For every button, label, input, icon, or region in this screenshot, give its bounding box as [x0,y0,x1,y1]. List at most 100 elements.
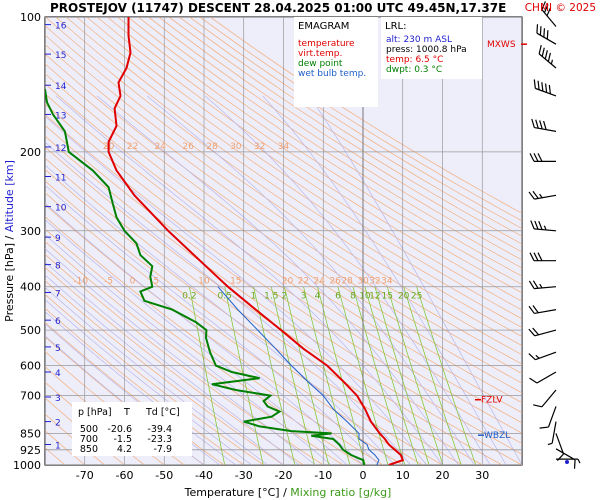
dry-adiabat-label: 5 [153,277,159,287]
wind-barb [533,389,557,408]
dry-adiabat [86,17,522,311]
dry-adiabat [76,17,522,320]
moist-adiabat [56,95,443,465]
dry-adiabat [45,43,522,375]
dry-adiabat-label: 34 [381,277,393,287]
wind-barb-flag [536,24,539,34]
wind-barb-shaft [541,389,557,408]
altitude-tick-label: 3 [55,394,61,404]
wind-barb [529,252,556,262]
pressure-tick-label: 850 [20,427,41,440]
y-axis-label-altitude: Altitude [km] [3,160,16,236]
dry-adiabat [107,17,522,294]
pressure-tick-label: 300 [20,225,41,238]
dry-adiabat [158,17,522,253]
wind-barb-flag [532,305,539,314]
wind-barb-flag [544,50,548,60]
table-cell: 850 [80,444,98,455]
wind-barb-flag [531,118,535,128]
altitude-tick-label: 6 [55,317,61,327]
chart-title: PROSTEJOV (11747) DESCENT 28.04.2025 01:… [50,1,506,15]
altitude-tick-label: 8 [55,262,61,272]
moist-adiabat [45,261,300,465]
level-marker-wbzl: WBZL [484,431,510,441]
wind-barb-flag [533,404,542,408]
moist-adiabat [146,95,475,465]
wind-barb-flag [528,353,536,361]
wind-barb-shaft [555,448,576,461]
wind-barb-flag [529,153,535,162]
wind-barb [533,79,557,97]
altitude-tick-label: 14 [55,82,67,92]
pressure-tick-label: 925 [20,444,41,457]
mixing-ratio-label: 4 [315,292,321,302]
wind-barb-flag [539,26,542,36]
wind-barb-half-flag [539,283,543,289]
x-tick-label: -70 [76,469,94,482]
series-dew-point [45,89,366,465]
x-tick-label: -10 [314,469,332,482]
legend-item-dew-point: dew point [298,59,343,69]
wind-barb-shaft [534,228,557,232]
credit-label: CHMI © 2025 [525,2,596,14]
wind-barb [539,406,557,429]
wind-barb-flag [544,83,548,93]
moist-adiabat [96,95,459,465]
dry-adiabat [96,17,522,302]
x-axis-label-mixing-ratio: Mixing ratio [g/kg] [287,486,392,499]
wind-barb-flag [533,79,536,89]
pressure-tick-label: 1000 [13,459,41,472]
wind-barb-half-flag [543,225,547,231]
level-marker-fzlv: FZLV [481,396,503,406]
dry-adiabat [127,17,522,277]
wind-barb-flag [538,221,543,230]
dry-adiabat-label: 20 [282,277,294,287]
dry-adiabat [45,103,522,434]
dry-adiabat [45,53,522,384]
dry-adiabat-label: 26 [329,277,341,287]
table-cell: -23.3 [147,434,172,445]
dry-adiabat [55,17,522,338]
x-tick-label: -60 [116,469,134,482]
dry-adiabat-label: 34 [278,142,290,152]
dry-adiabat-label: 10 [198,277,210,287]
dry-adiabat [45,93,522,424]
mixing-ratio-label: 0.5 [218,292,232,302]
x-tick-label: -20 [275,469,293,482]
surface-wind-dot [565,460,569,465]
pressure-tick-label: 500 [20,324,41,337]
wind-barb-flag [547,52,552,62]
moist-adiabat [45,234,332,465]
dry-adiabat [189,17,522,230]
altitude-tick-label: 12 [55,144,66,154]
lrl-dewpoint: dwpt: 0.3 °C [386,65,442,75]
wind-barb-flag [538,45,542,54]
wind-barb [530,220,557,232]
legend-item-wet-bulb: wet bulb temp. [298,69,366,79]
altitude-tick-label: 16 [55,22,67,32]
dry-adiabat [148,17,522,261]
wind-barb-shaft [547,406,557,428]
wind-barb-flag [539,426,549,429]
wind-barb [529,371,557,384]
wind-barb-flag [533,153,539,162]
table-cell: -7.9 [153,444,172,455]
mixing-ratio-label: 3 [301,292,307,302]
dry-adiabat [65,17,522,329]
altitude-tick-label: 11 [55,173,66,183]
moist-adiabat [45,202,364,465]
lrl-box: LRL: alt: 230 m ASL press: 1000.8 hPa te… [381,17,482,79]
mixing-ratio-label: 6 [335,292,341,302]
dry-adiabat [137,17,522,269]
x-tick-label: 30 [475,469,489,482]
pressure-tick-label: 600 [20,360,41,373]
wind-barb-flag [532,327,540,336]
table-header-temperature: T [123,407,130,418]
wind-barb-shaft [551,421,557,444]
mixing-ratio-label: 0.2 [182,292,196,302]
series-temperature [107,17,405,465]
pressure-tick-label: 400 [20,281,41,294]
wind-barb-flag [537,80,540,90]
altitude-tick-label: 10 [55,204,67,214]
